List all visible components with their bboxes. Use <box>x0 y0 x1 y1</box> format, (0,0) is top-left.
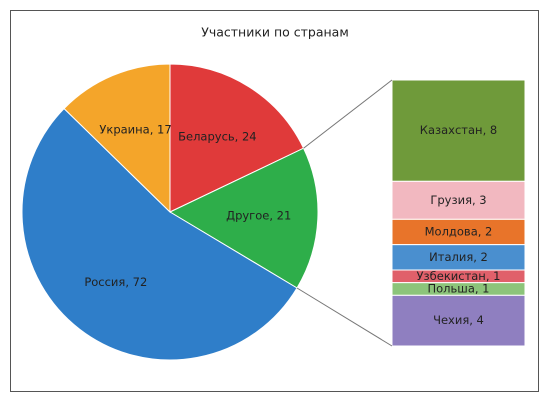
breakdown-label: Молдова, 2 <box>425 225 493 239</box>
breakdown-label: Грузия, 3 <box>430 193 486 207</box>
pie-slice <box>21 107 298 361</box>
breakdown-segment <box>391 79 526 182</box>
pie-slice <box>168 147 319 289</box>
breakdown-segment <box>391 294 526 347</box>
breakdown-segment <box>391 218 526 246</box>
breakdown-label: Казахстан, 8 <box>420 123 497 137</box>
pie-slice <box>169 63 305 213</box>
connector <box>303 79 393 149</box>
pie-slice <box>63 63 171 214</box>
breakdown-label: Чехия, 4 <box>433 313 484 327</box>
breakdown-label: Польша, 1 <box>427 282 489 296</box>
connector <box>296 287 393 347</box>
slice-label: Беларусь, 24 <box>178 129 257 143</box>
slice-label: Россия, 72 <box>84 275 147 289</box>
breakdown-label: Италия, 2 <box>429 250 488 264</box>
chart-title: Участники по странам <box>201 25 349 40</box>
slice-label: Другое, 21 <box>226 209 291 223</box>
breakdown-label: Узбекистан, 1 <box>417 269 501 283</box>
slice-label: Украина, 17 <box>99 123 171 137</box>
